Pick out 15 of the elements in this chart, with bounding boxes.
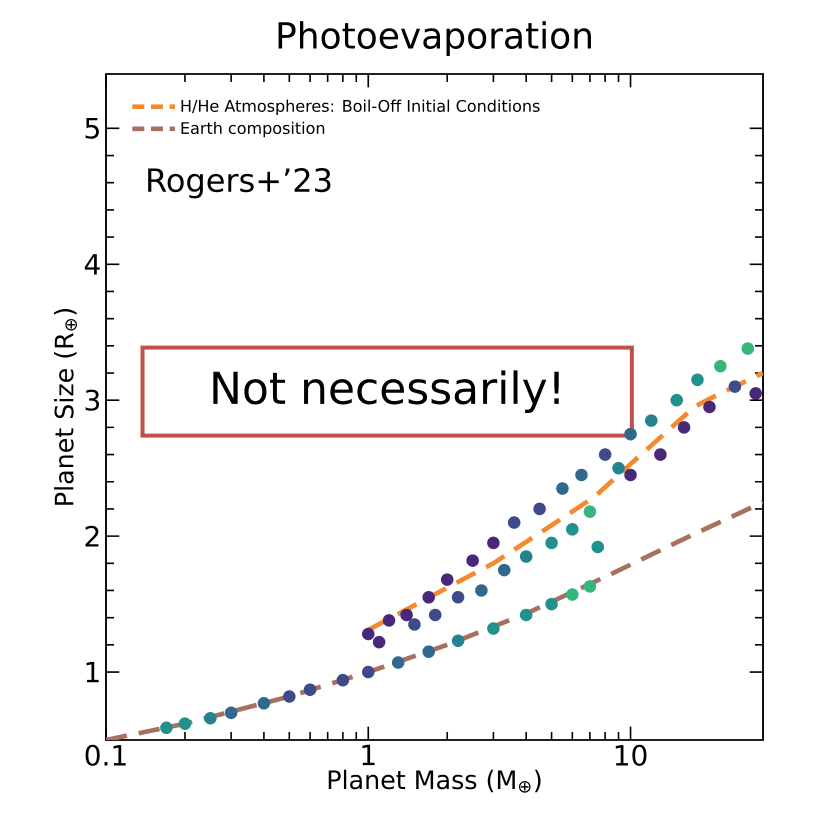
chart-title: Photoevaporation <box>278 21 591 56</box>
x-tick-label: 1 <box>362 744 375 766</box>
y-tick-label: 3 <box>86 390 100 411</box>
annotation: Rogers+’23 <box>148 168 330 198</box>
y-tick-label: 4 <box>84 254 100 274</box>
y-tick-label: 2 <box>86 526 98 547</box>
y-axis-title: Planet Size (R$_{⊕}$) <box>54 308 77 505</box>
x-tick-label: 10 <box>616 744 646 766</box>
legend-label: Earth composition <box>182 122 324 138</box>
x-axis-title: Planet Mass (M$_{⊕}$) <box>328 770 541 793</box>
y-tick-label: 5 <box>86 118 99 139</box>
annotation: Not necessarily! <box>213 370 559 413</box>
x-tick-label: 0.1 <box>86 744 126 766</box>
y-tick-label: 1 <box>86 662 99 682</box>
legend-label: H/He Atmospheres: Boil-Off Initial Conditions <box>182 100 540 116</box>
